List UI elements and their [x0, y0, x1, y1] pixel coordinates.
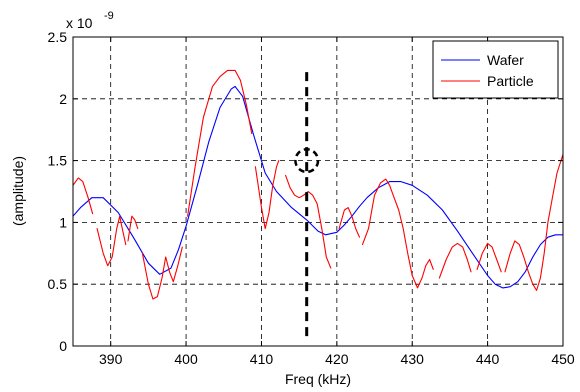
- y-scale-base: x 10: [66, 15, 93, 31]
- y-scale-exponent: -9: [104, 10, 114, 22]
- series-line-particle: [361, 178, 434, 289]
- y-tick-label: 0.5: [48, 276, 68, 292]
- legend-box: [432, 40, 559, 99]
- series-line-particle: [254, 160, 280, 230]
- plot-frame: [72, 36, 564, 347]
- series-line-particle: [187, 69, 253, 217]
- series-line-particle: [72, 177, 94, 215]
- y-axis-label: (amplitude): [10, 156, 26, 226]
- marker-dashed-circle: [294, 148, 320, 174]
- series-line-particle: [141, 246, 183, 300]
- legend-label-particle: Particle: [487, 73, 534, 89]
- series-line-particle: [127, 215, 139, 242]
- x-tick-label: 390: [99, 351, 123, 367]
- x-tick-label: 410: [250, 351, 274, 367]
- y-tick-label: 1: [59, 214, 67, 230]
- x-tick-label: 420: [325, 351, 349, 367]
- series-line-particle: [504, 153, 564, 291]
- series-line-particle: [476, 242, 502, 273]
- series-line-particle: [338, 207, 361, 238]
- legend: Wafer Particle: [432, 40, 559, 99]
- series-line-particle: [438, 242, 472, 279]
- grid: [73, 37, 563, 346]
- x-tick-label: 440: [476, 351, 500, 367]
- x-tick-label: 430: [401, 351, 425, 367]
- x-tick-label: 400: [174, 351, 198, 367]
- y-tick-label: 1.5: [48, 153, 68, 169]
- annotations: [294, 67, 320, 337]
- legend-label-wafer: Wafer: [487, 52, 524, 68]
- y-tick-label: 0: [59, 338, 67, 354]
- ticks: 390 400 410 420 430 440 450 0 0.5 1 1.5 2 2.5: [48, 29, 575, 367]
- series-line-particle: [285, 174, 332, 269]
- data-series: [72, 69, 564, 300]
- y-tick-label: 2: [59, 91, 67, 107]
- series-line-particle: [96, 215, 127, 267]
- x-axis-label: Freq (kHz): [285, 371, 351, 387]
- y-tick-label: 2.5: [48, 29, 68, 45]
- x-tick-label: 450: [551, 351, 575, 367]
